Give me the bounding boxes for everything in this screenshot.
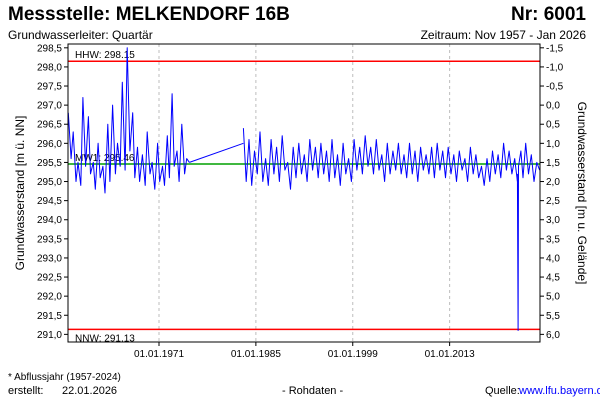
y-tick-label: 296,0 [37, 139, 62, 150]
y-tick-label: 296,5 [37, 120, 62, 131]
y-tick-label: 291,0 [37, 330, 62, 341]
y-tick-label: 292,0 [37, 292, 62, 303]
plot-frame [67, 43, 541, 343]
created-date: 22.01.2026 [62, 385, 118, 397]
y-tick-label: 295,0 [37, 177, 62, 188]
y-tick-label: 298,5 [37, 43, 62, 54]
grid-layer [158, 44, 451, 342]
y2-tick-label: 2,0 [546, 177, 560, 188]
created-label: erstellt: [8, 385, 44, 397]
y-tick-label: 297,0 [37, 101, 62, 112]
page-title: Messstelle: MELKENDORF 16B [8, 4, 290, 25]
station-number: Nr: 6001 [511, 4, 586, 25]
y-tick-label: 293,5 [37, 234, 62, 245]
y-tick-label: 293,0 [37, 253, 62, 264]
y-axis-title: Grundwasserstand [m ü. NN] [13, 116, 27, 271]
series-line [67, 47, 190, 194]
series-line [242, 128, 518, 190]
source-label: Quelle: [485, 385, 520, 397]
y2-tick-label: 3,5 [546, 234, 560, 245]
y2-tick-label: -1,0 [546, 62, 564, 73]
y2-axis-title: Grundwasserstand [m u. Gelände] [575, 102, 589, 285]
period-label: Zeitraum: Nov 1957 - Jan 2026 [420, 28, 586, 42]
y2-tick-label: 6,0 [546, 330, 560, 341]
raw-data-label: - Rohdaten - [282, 385, 344, 397]
y2-tick-label: 2,5 [546, 196, 560, 207]
y2-tick-label: 0,0 [546, 101, 560, 112]
tick-labels: 298,5 -1,5 298,0 -1,0 297,5 -0,5 297,0 0,0 296,5… [37, 43, 564, 360]
y2-tick-label: 3,0 [546, 215, 560, 226]
reference-lines: HHW: 298.15 MW1: 295.46 NNW: 291.13 [68, 50, 540, 344]
ref-label-mw: MW1: 295.46 [75, 153, 135, 164]
y2-tick-label: -1,5 [546, 43, 564, 54]
y2-tick-label: 4,0 [546, 253, 560, 264]
x-tick-label: 01.01.1971 [134, 349, 184, 360]
y2-tick-label: 0,5 [546, 120, 560, 131]
source-link[interactable]: www.lfu.bayern.de [519, 385, 600, 397]
y-tick-label: 294,5 [37, 196, 62, 207]
ref-label-hhw: HHW: 298.15 [75, 50, 135, 61]
y2-tick-label: 1,5 [546, 158, 560, 169]
y-tick-label: 292,5 [37, 273, 62, 284]
y-tick-label: 291,5 [37, 311, 62, 322]
x-tick-label: 01.01.1999 [328, 349, 378, 360]
y2-tick-label: 5,0 [546, 292, 560, 303]
ref-label-nnw: NNW: 291.13 [75, 333, 135, 344]
y2-tick-label: 4,5 [546, 273, 560, 284]
y-tick-label: 294,0 [37, 215, 62, 226]
footnote: * Abflussjahr (1957-2024) [8, 372, 121, 383]
y2-tick-label: 1,0 [546, 139, 560, 150]
x-tick-label: 01.01.2013 [425, 349, 475, 360]
series-layer [67, 47, 541, 331]
aquifer-label: Grundwasserleiter: Quartär [8, 28, 153, 42]
y2-tick-label: 5,5 [546, 311, 560, 322]
y-tick-label: 297,5 [37, 82, 62, 93]
y-tick-label: 295,5 [37, 158, 62, 169]
y2-tick-label: -0,5 [546, 82, 564, 93]
y-tick-label: 298,0 [37, 62, 62, 73]
series-line [516, 142, 541, 331]
x-tick-label: 01.01.1985 [231, 349, 281, 360]
series-line [189, 142, 244, 163]
